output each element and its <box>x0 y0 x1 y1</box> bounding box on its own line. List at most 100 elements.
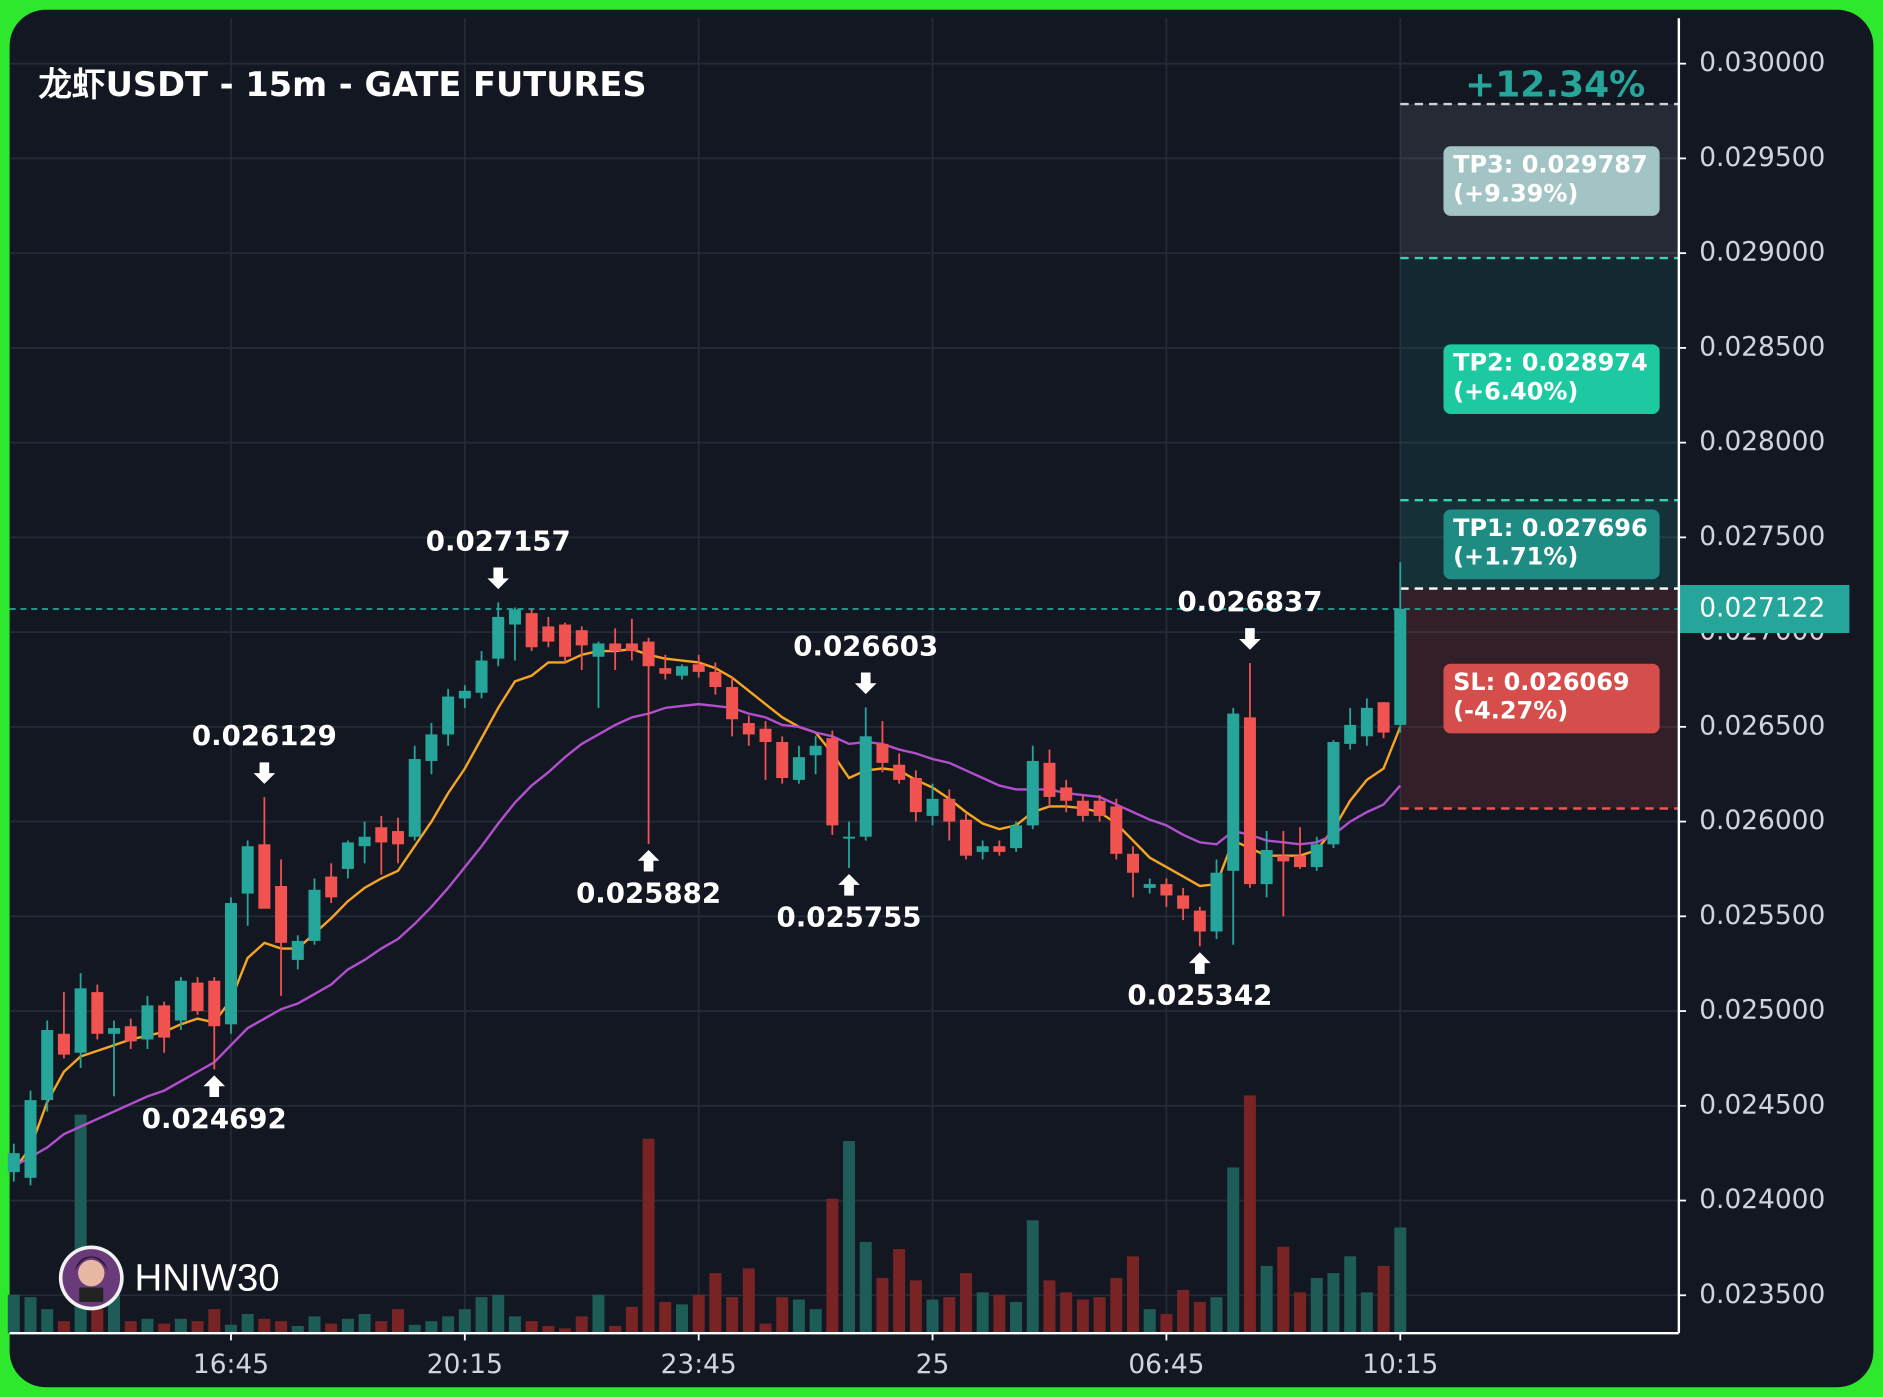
volume-bar <box>1177 1289 1190 1334</box>
volume-bar <box>7 1294 20 1334</box>
candle-body <box>108 1028 121 1034</box>
volume-bar <box>325 1323 338 1334</box>
plot: 0.023500 0.024000 0.024500 0.025000 0.025500… <box>7 18 1850 1380</box>
candle-body <box>876 743 889 763</box>
y-tick-label: 0.029000 <box>1699 237 1825 268</box>
volume-bar <box>1127 1256 1140 1334</box>
y-tick-label: 0.030000 <box>1699 47 1825 78</box>
candle-body <box>358 836 371 847</box>
x-tick-label: 10:15 <box>1362 1349 1438 1380</box>
volume-bar <box>1243 1095 1256 1334</box>
candle-body <box>1227 713 1240 871</box>
candle-body <box>1076 800 1089 816</box>
candle-body <box>759 728 772 743</box>
candle-body <box>943 798 956 822</box>
candle-body <box>675 666 688 676</box>
volume-bar <box>1394 1227 1407 1334</box>
y-tick-label: 0.025500 <box>1699 900 1825 931</box>
volume-bar <box>492 1294 505 1334</box>
candle-body <box>742 723 755 735</box>
volume-bar <box>809 1309 822 1334</box>
volume-bar <box>1026 1220 1039 1334</box>
candle-body <box>542 626 555 642</box>
volume-bar <box>692 1294 705 1334</box>
candle-body <box>1277 855 1290 862</box>
candle-body <box>258 844 271 909</box>
candle-body <box>308 889 321 941</box>
candle-body <box>1127 853 1140 873</box>
volume-bar <box>425 1321 438 1334</box>
candle-body <box>1060 787 1073 801</box>
volume-bar <box>909 1280 922 1334</box>
candle-body <box>1294 855 1307 868</box>
candle-body <box>625 643 638 652</box>
candle-body <box>224 903 237 1025</box>
volume-bar <box>1327 1273 1340 1334</box>
candle-body <box>776 742 789 779</box>
volume-bar <box>542 1325 555 1334</box>
candle-body <box>959 819 972 856</box>
volume-bar <box>625 1306 638 1334</box>
y-tick-label: 0.029500 <box>1699 142 1825 173</box>
candle-body <box>926 798 939 816</box>
candle-body <box>1010 825 1023 849</box>
volume-bar <box>291 1325 304 1334</box>
level-box <box>1443 146 1660 216</box>
volume-bar <box>392 1309 405 1334</box>
candle-body <box>609 643 622 652</box>
volume-bar <box>943 1297 956 1334</box>
volume-bar <box>675 1304 688 1334</box>
candle-body <box>458 690 471 699</box>
volume-bar <box>1143 1309 1156 1334</box>
volume-bar <box>1010 1301 1023 1334</box>
x-tick-label: 23:45 <box>661 1349 737 1380</box>
volume-bar <box>24 1297 37 1334</box>
candle-body <box>174 980 187 1021</box>
pivot-high-label: 0.026129 <box>192 719 337 752</box>
candle-body <box>492 616 505 659</box>
candle-body <box>408 759 421 837</box>
candle-body <box>1344 724 1357 744</box>
candle-body <box>909 778 922 813</box>
volume-bar <box>191 1321 204 1334</box>
volume-bar <box>1277 1246 1290 1334</box>
candle-body <box>425 734 438 761</box>
volume-bar <box>843 1141 856 1334</box>
pivot-arrow <box>203 1075 226 1098</box>
candle-body <box>993 846 1006 852</box>
volume-bar <box>1110 1277 1123 1334</box>
level-box <box>1443 344 1660 414</box>
pivot-arrow <box>838 874 860 896</box>
volume-bar <box>442 1316 455 1334</box>
volume-bar <box>993 1294 1006 1334</box>
volume-bar <box>642 1138 655 1334</box>
candle-body <box>91 992 104 1034</box>
candle-body <box>709 671 722 688</box>
volume-bar <box>1360 1292 1373 1334</box>
y-tick-label: 0.024500 <box>1699 1089 1825 1120</box>
candle-body <box>275 886 288 943</box>
volume-bar <box>893 1249 906 1334</box>
y-tick-label: 0.024000 <box>1699 1184 1825 1215</box>
y-tick-label: 0.026000 <box>1699 805 1825 836</box>
volume-bar <box>609 1325 622 1334</box>
volume-bar <box>1093 1297 1106 1334</box>
volume-bar <box>926 1299 939 1334</box>
pivot-low-label: 0.024692 <box>142 1102 287 1135</box>
volume-bar <box>1377 1265 1390 1334</box>
candle-body <box>1177 895 1190 909</box>
volume-bar <box>408 1324 421 1334</box>
volume-bar <box>241 1313 254 1334</box>
candle-body <box>325 876 338 898</box>
panel <box>9 9 1874 1388</box>
y-tick-label: 0.025000 <box>1699 995 1825 1026</box>
volume-bar <box>1227 1167 1240 1334</box>
pivot-high-label: 0.027157 <box>426 524 571 557</box>
volume-bar <box>375 1321 388 1334</box>
candle-body <box>1360 707 1373 737</box>
volume-bar <box>174 1318 187 1334</box>
last-price-box <box>1678 584 1850 634</box>
level-change: (-4.27%) <box>1453 697 1568 725</box>
level-change: (+6.40%) <box>1453 377 1578 405</box>
